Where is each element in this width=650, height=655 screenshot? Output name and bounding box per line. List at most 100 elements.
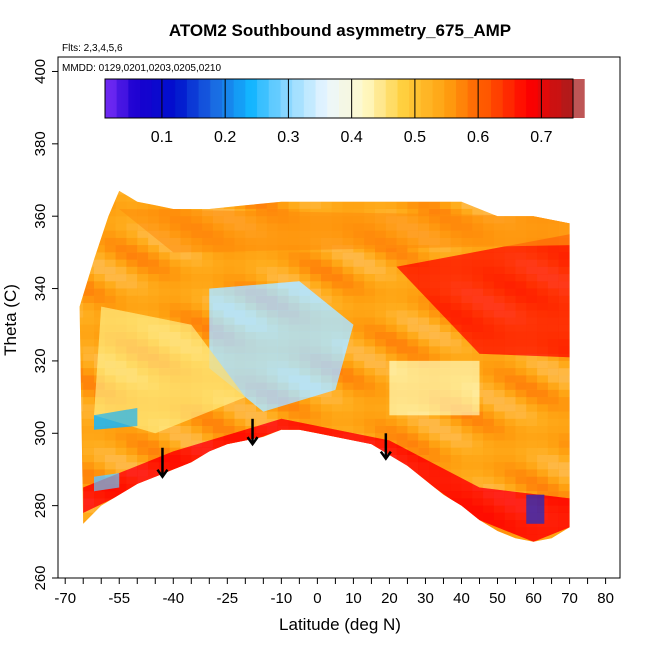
- heatmap-cell: [256, 411, 267, 419]
- heatmap-cell: [212, 469, 224, 477]
- heatmap-cell: [94, 433, 105, 441]
- heatmap-cell: [310, 201, 321, 209]
- heatmap-cell: [288, 483, 300, 492]
- heatmap-cell: [558, 418, 570, 426]
- heatmap-cell: [407, 426, 419, 434]
- heatmap-cell: [79, 476, 84, 484]
- heatmap-cell: [450, 194, 462, 202]
- heatmap-cell: [288, 266, 300, 274]
- heatmap-cell: [493, 209, 505, 217]
- heatmap-cell: [245, 259, 257, 267]
- heatmap-cell: [353, 455, 365, 463]
- heatmap-cell: [385, 346, 397, 354]
- heatmap-cell: [321, 483, 332, 492]
- heatmap-cell: [223, 194, 235, 202]
- heatmap-cell: [180, 483, 192, 492]
- heatmap-cell: [234, 483, 246, 492]
- heatmap-cell: [234, 397, 246, 405]
- heatmap-cell: [396, 433, 408, 441]
- heatmap-cell: [353, 190, 365, 195]
- heatmap-cell: [83, 455, 94, 463]
- heatmap-cell: [266, 201, 278, 209]
- heatmap-cell: [353, 476, 365, 484]
- heatmap-cell: [558, 491, 570, 499]
- heatmap-cell: [126, 274, 138, 282]
- x-tick-label: 10: [345, 590, 362, 607]
- x-tick-label: 70: [561, 590, 578, 607]
- heatmap-cell: [439, 462, 451, 470]
- heatmap-cell: [288, 469, 300, 477]
- heatmap-cell: [158, 476, 170, 484]
- heatmap-cell: [212, 476, 224, 484]
- heatmap-cell: [461, 512, 473, 521]
- colorbar-band: [362, 79, 375, 118]
- heatmap-cell: [277, 505, 289, 513]
- heatmap-cell: [191, 317, 203, 325]
- heatmap-cell: [79, 209, 84, 217]
- heatmap-cell: [180, 498, 192, 506]
- heatmap-cell: [310, 505, 321, 513]
- heatmap-cell: [79, 223, 84, 231]
- heatmap-cell: [537, 476, 548, 484]
- heatmap-cell: [104, 281, 116, 289]
- heatmap-cell: [483, 469, 494, 477]
- heatmap-cell: [83, 237, 94, 246]
- heatmap-cell: [79, 404, 84, 412]
- heatmap-cell: [353, 498, 365, 506]
- heatmap-cell: [396, 520, 408, 528]
- heatmap-cell: [321, 440, 332, 448]
- heatmap-cell: [169, 281, 181, 289]
- heatmap-cell: [94, 223, 105, 231]
- heatmap-cell: [364, 397, 375, 405]
- heatmap-cell: [418, 201, 430, 209]
- heatmap-cell: [472, 462, 484, 470]
- heatmap-cell: [223, 520, 235, 528]
- heatmap-cell: [493, 433, 505, 441]
- heatmap-cell: [321, 201, 332, 209]
- heatmap-cell: [461, 440, 473, 448]
- heatmap-cell: [299, 483, 311, 492]
- colorbar-band: [350, 79, 363, 118]
- heatmap-cell: [515, 201, 527, 209]
- heatmap-cell: [299, 397, 311, 405]
- colorbar-tick-label: 0.6: [467, 129, 489, 146]
- heatmap-cell: [148, 440, 159, 448]
- heatmap-cell: [169, 201, 181, 209]
- heatmap-cell: [223, 534, 235, 542]
- heatmap-cell: [83, 209, 94, 217]
- heatmap-cell: [104, 469, 116, 477]
- heatmap-cell: [83, 223, 94, 231]
- heatmap-cell: [180, 469, 192, 477]
- heatmap-cell: [126, 447, 138, 455]
- heatmap-cell: [266, 527, 278, 535]
- heatmap-cell: [321, 455, 332, 463]
- heatmap-cell: [94, 512, 105, 521]
- heatmap-cell: [515, 375, 527, 383]
- heatmap-cell: [418, 491, 430, 499]
- heatmap-cell: [439, 512, 451, 521]
- heatmap-cell: [450, 332, 462, 340]
- heatmap-cell: [342, 274, 354, 282]
- heatmap-cell: [537, 209, 548, 217]
- heatmap-cell: [472, 534, 484, 542]
- heatmap-cell: [483, 418, 494, 426]
- heatmap-cell: [439, 317, 451, 325]
- heatmap-cell: [137, 483, 149, 492]
- heatmap-cell: [570, 361, 581, 368]
- heatmap-cell: [407, 324, 419, 332]
- heatmap-cell: [83, 476, 94, 484]
- heatmap-cell: [418, 440, 430, 448]
- heatmap-cell: [256, 491, 267, 499]
- heatmap-cell: [126, 426, 138, 434]
- heatmap-cell: [137, 295, 149, 303]
- heatmap-cell: [277, 469, 289, 477]
- heatmap-cell: [83, 259, 94, 267]
- region-overlay-upper-right-red-wedge: [396, 234, 570, 358]
- heatmap-cell: [191, 440, 203, 448]
- heatmap-cell: [472, 527, 484, 535]
- heatmap-cell: [202, 455, 213, 463]
- heatmap-cell: [364, 411, 375, 419]
- heatmap-cell: [375, 281, 386, 289]
- heatmap-cell: [115, 462, 127, 470]
- heatmap-cell: [558, 462, 570, 470]
